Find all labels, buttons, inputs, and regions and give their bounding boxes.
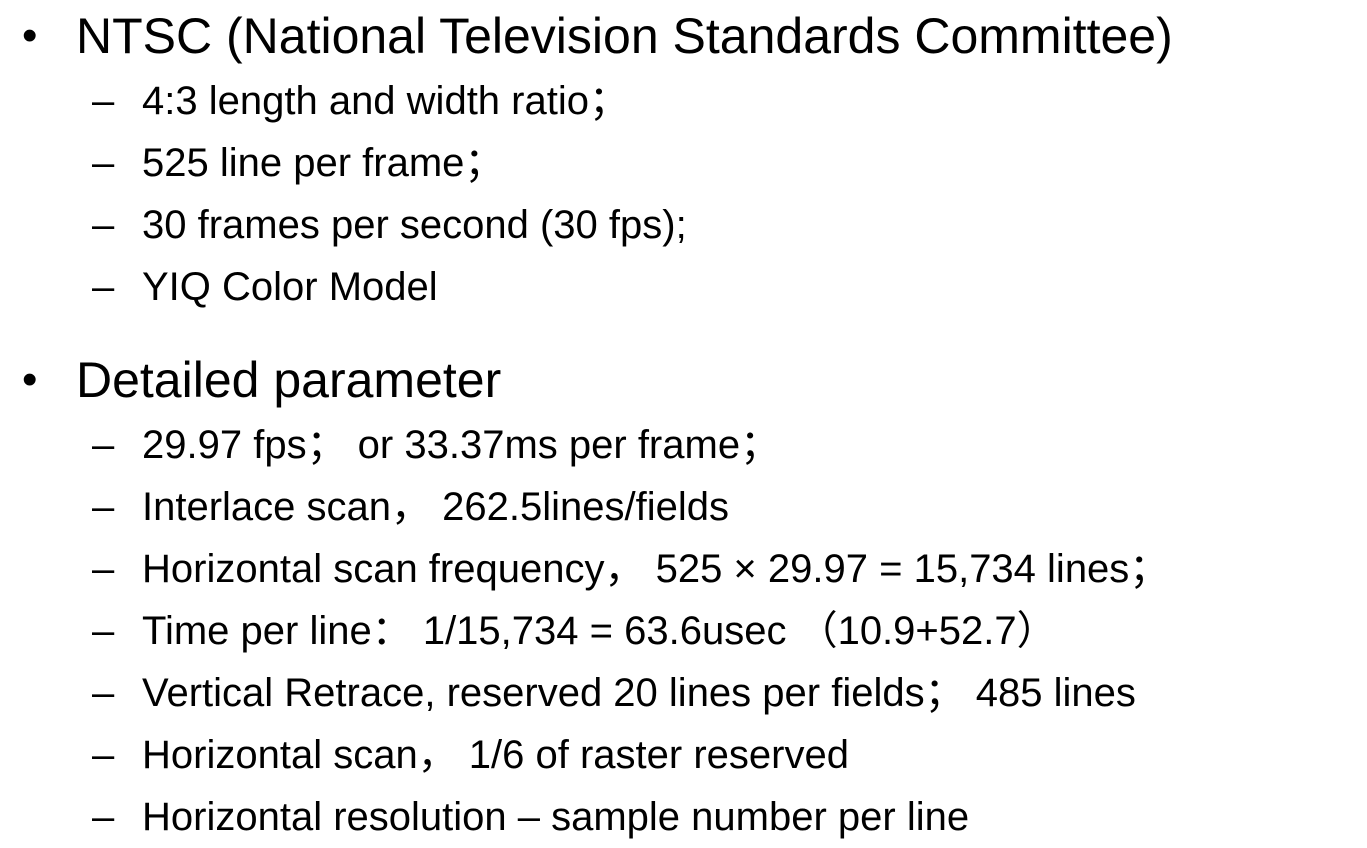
- sub-item-text: 525 line per frame；: [142, 141, 505, 185]
- sub-item: – 29.97 fps； or 33.37ms per frame；: [0, 414, 1367, 476]
- sub-item-text: Time per line： 1/15,734 = 63.6usec （10.9…: [142, 609, 1057, 653]
- bullet-item: • Detailed parameter: [0, 348, 1367, 412]
- sub-item: – Horizontal scan frequency， 525 × 29.97…: [0, 538, 1367, 600]
- section-title: NTSC (National Television Standards Comm…: [76, 8, 1173, 64]
- dash-marker: –: [92, 79, 115, 123]
- sub-item-text: Horizontal resolution – sample number pe…: [142, 795, 970, 839]
- section-ntsc: • NTSC (National Television Standards Co…: [0, 4, 1367, 318]
- dash-marker: –: [92, 547, 115, 591]
- dash-marker: –: [92, 423, 115, 467]
- bullet-dot: •: [22, 355, 38, 404]
- sub-item-text: 4:3 length and width ratio；: [142, 79, 629, 123]
- sub-item-text: Vertical Retrace, reserved 20 lines per …: [142, 671, 1136, 715]
- section-title: Detailed parameter: [76, 352, 502, 408]
- dash-marker: –: [92, 141, 115, 185]
- sub-item-text: Horizontal scan， 1/6 of raster reserved: [142, 733, 849, 777]
- bullet-dot: •: [22, 11, 38, 60]
- sub-list: – 4:3 length and width ratio； – 525 line…: [0, 70, 1367, 318]
- sub-item: – Horizontal resolution – sample number …: [0, 786, 1367, 848]
- dash-marker: –: [92, 733, 115, 777]
- sub-item: – 30 frames per second (30 fps);: [0, 194, 1367, 256]
- sub-item-text: YIQ Color Model: [142, 265, 438, 309]
- sub-item-text: Horizontal scan frequency， 525 × 29.97 =…: [142, 547, 1170, 591]
- sub-item: – YIQ Color Model: [0, 256, 1367, 318]
- sub-item: – Vertical Retrace, reserved 20 lines pe…: [0, 662, 1367, 724]
- dash-marker: –: [92, 609, 115, 653]
- sub-item-text: 29.97 fps； or 33.37ms per frame；: [142, 423, 781, 467]
- sub-item: – 4:3 length and width ratio；: [0, 70, 1367, 132]
- sub-item-text: 30 frames per second (30 fps);: [142, 203, 687, 247]
- dash-marker: –: [92, 485, 115, 529]
- dash-marker: –: [92, 671, 115, 715]
- dash-marker: –: [92, 795, 115, 839]
- dash-marker: –: [92, 203, 115, 247]
- dash-marker: –: [92, 265, 115, 309]
- sub-item: – Horizontal scan， 1/6 of raster reserve…: [0, 724, 1367, 786]
- sub-item: – Time per line： 1/15,734 = 63.6usec （10…: [0, 600, 1367, 662]
- sub-list: – 29.97 fps； or 33.37ms per frame； – Int…: [0, 414, 1367, 848]
- bullet-item: • NTSC (National Television Standards Co…: [0, 4, 1367, 68]
- sub-item: – 525 line per frame；: [0, 132, 1367, 194]
- sub-item-text: Interlace scan， 262.5lines/fields: [142, 485, 729, 529]
- sub-item: – Interlace scan， 262.5lines/fields: [0, 476, 1367, 538]
- section-detailed-parameter: • Detailed parameter – 29.97 fps； or 33.…: [0, 348, 1367, 848]
